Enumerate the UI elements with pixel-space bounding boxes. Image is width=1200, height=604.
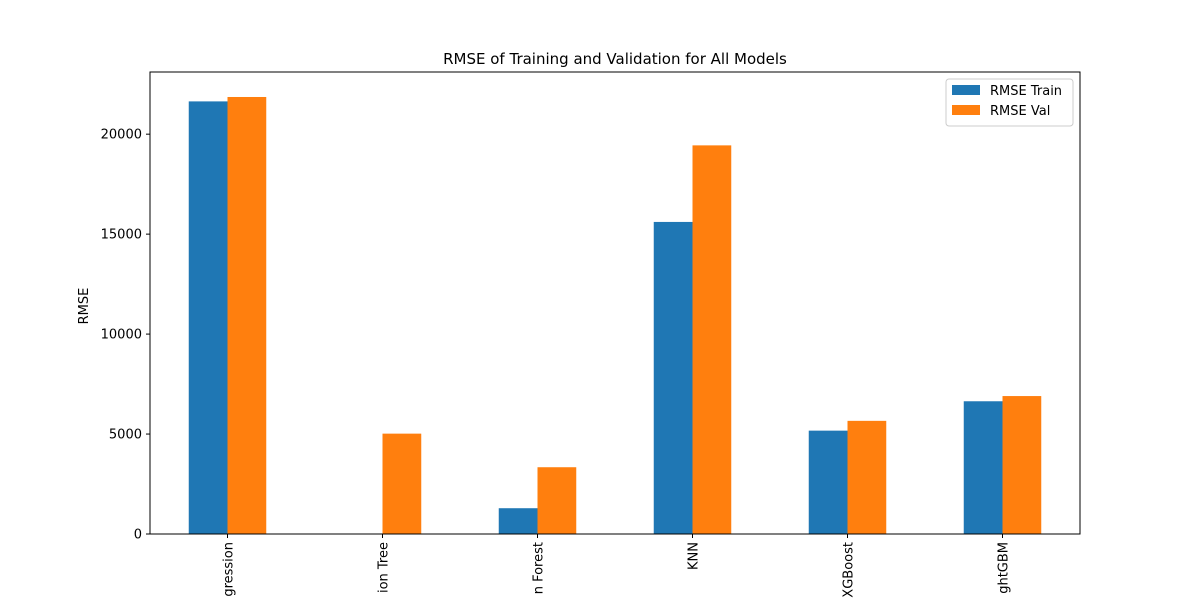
legend-label-train: RMSE Train — [990, 84, 1062, 99]
y-tick-label: 20000 — [101, 128, 142, 143]
legend-label-val: RMSE Val — [990, 104, 1050, 119]
y-tick-label: 10000 — [101, 328, 142, 343]
y-tick-label: 15000 — [101, 228, 142, 243]
bar-val-5 — [1002, 396, 1042, 534]
bar-val-4 — [847, 420, 887, 534]
x-tick-label: KNN — [687, 542, 702, 570]
x-tick-label: n Forest — [532, 542, 547, 594]
bar-train-0 — [188, 101, 228, 534]
bar-train-4 — [808, 430, 848, 534]
bar-train-2 — [498, 508, 538, 534]
x-tick-label: gression — [222, 542, 237, 597]
legend: RMSE Train RMSE Val — [945, 78, 1074, 127]
x-tick-label: ion Tree — [377, 542, 392, 593]
bar-train-5 — [963, 401, 1003, 534]
bar-val-1 — [382, 433, 422, 534]
y-tick-label: 0 — [134, 528, 142, 543]
plot-frame — [149, 71, 1081, 535]
bar-val-3 — [692, 145, 732, 534]
bars-group — [188, 96, 1042, 535]
bar-train-3 — [653, 221, 693, 534]
y-axis-ticks: 0 5000 10000 15000 20000 — [101, 128, 150, 543]
bar-val-2 — [537, 467, 577, 534]
x-axis-ticks: gression ion Tree n Forest KNN XGBoost ghtGBM — [222, 534, 1012, 598]
x-tick-label: ghtGBM — [997, 542, 1012, 594]
x-tick-label: XGBoost — [842, 542, 857, 598]
y-axis-label: RMSE — [77, 288, 92, 325]
y-tick-label: 5000 — [109, 428, 142, 443]
legend-swatch-val — [952, 105, 980, 115]
bar-val-0 — [227, 96, 267, 535]
chart-title: RMSE of Training and Validation for All … — [443, 50, 787, 68]
legend-swatch-train — [952, 85, 980, 95]
